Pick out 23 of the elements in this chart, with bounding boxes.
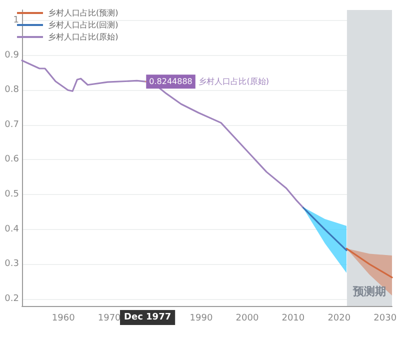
y-tick-label: 0.5 [4,190,19,200]
x-tick-label: 1990 [190,314,213,324]
y-tick-label: 0.7 [4,120,19,130]
legend-label: 乡村人口占比(原始) [48,32,118,42]
y-tick-label: 0.2 [4,294,19,304]
annotation: 0.8244888 乡村人口占比(原始) [149,77,269,86]
y-tick-label: 0.4 [4,224,20,234]
y-tick-label: 0.6 [4,154,20,165]
legend-label: 乡村人口占比(预测) [48,8,118,18]
x-tick-label: 1960 [52,314,76,324]
legend-label: 乡村人口占比(回测) [48,20,118,30]
y-tick-label: 0.9 [4,50,20,60]
line-series [21,60,304,208]
y-tick-label: 0.8 [4,85,20,96]
y-tick-label: 1 [13,15,19,26]
x-tick-label: 2000 [236,314,259,324]
x-tick-label: 2020 [328,314,351,324]
x-tick-label: 1970 [98,314,122,324]
y-tick-label: 0.3 [4,259,19,270]
text: Dec 1977 [124,312,172,322]
x-tick-label: 2010 [282,314,305,324]
x-tick-label: 2030 [374,314,397,324]
band-label: 预测期 [352,285,386,298]
